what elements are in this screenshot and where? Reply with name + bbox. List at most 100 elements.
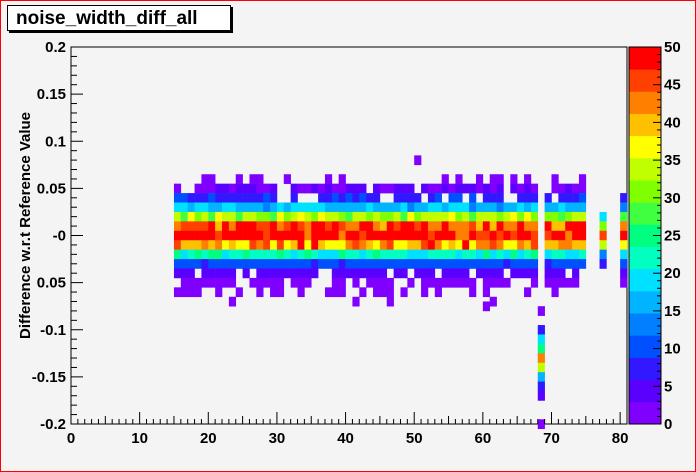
heatmap-cell [572,259,580,269]
x-tick-label: 20 [200,430,217,447]
heatmap-cell [393,211,401,222]
heatmap-cell [194,259,202,269]
heatmap-cell [530,211,539,222]
heatmap-cell [187,287,195,298]
heatmap-cell [393,230,401,241]
heatmap-cell [414,249,422,260]
heatmap-cell [201,268,209,279]
heatmap-cell [263,268,271,279]
heatmap-cell [215,277,223,288]
heatmap-cell [558,268,566,279]
heatmap-cell [276,277,285,288]
heatmap-cell [421,183,429,194]
heatmap-cell [537,343,545,354]
colorbar-swatch [629,113,661,137]
heatmap-cell [620,240,628,250]
heatmap-cell [544,249,552,260]
heatmap-cell [441,174,449,184]
heatmap-cell [359,268,367,279]
heatmap-cell [386,249,394,260]
heatmap-cell [318,249,326,260]
heatmap-cell [482,301,491,312]
heatmap-cell [318,230,326,241]
heatmap-cell [324,240,333,250]
heatmap-cell [551,183,559,194]
heatmap-cell [194,202,202,213]
heatmap-cell [524,193,532,203]
heatmap-cell [558,211,566,222]
heatmap-cell [180,287,188,298]
heatmap-cell [489,230,497,241]
heatmap-cell [475,211,484,222]
heatmap-cell [407,221,415,232]
heatmap-cell [455,259,463,269]
heatmap-cell [578,193,587,203]
heatmap-cell [400,193,408,203]
heatmap-cell [256,268,264,279]
chart-title: noise_width_diff_all [7,5,231,31]
y-axis-title: Difference w.r.t Reference Value [17,112,34,339]
heatmap-cell [215,259,223,269]
heatmap-cell [345,249,353,260]
heatmap-cell [393,183,401,194]
heatmap-cell [228,240,237,250]
colorbar-tick-label: 15 [664,303,681,320]
heatmap-cell [338,287,346,298]
heatmap-cell [469,230,477,241]
heatmap-cell [359,211,367,222]
colorbar-swatch [629,246,661,270]
heatmap-cell [324,183,333,194]
heatmap-cell [235,202,243,213]
heatmap-cell [400,202,408,213]
heatmap-cell [455,183,463,194]
heatmap-cell [373,230,381,241]
heatmap-cell [345,193,353,203]
heatmap-cell [421,211,429,222]
heatmap-cell [421,230,429,241]
heatmap-cell [276,221,285,232]
heatmap-cell [620,268,628,279]
heatmap-cell [201,230,209,241]
heatmap-cell [297,249,305,260]
heatmap-cell [578,221,587,232]
heatmap-cell [578,259,587,269]
heatmap-cell [304,240,312,250]
heatmap-cell [482,221,491,232]
heatmap-cell [324,287,333,298]
y-tick-label: 0.2 [45,39,66,56]
heatmap-cell [379,259,388,269]
heatmap-cell [386,277,394,288]
heatmap-cell [201,221,209,232]
colorbar-swatch [629,224,661,247]
heatmap-cell [620,221,628,232]
heatmap-cell [427,249,436,260]
heatmap-cell [173,193,182,203]
heatmap-cell [222,240,230,250]
heatmap-cell [407,202,415,213]
colorbar-swatch [629,135,661,159]
heatmap-cell [297,240,305,250]
heatmap-cell [530,249,539,260]
heatmap-cell [297,211,305,222]
heatmap-cell [565,221,573,232]
heatmap-cell [517,183,525,194]
heatmap-cell [270,230,278,241]
heatmap-cell [201,259,209,269]
heatmap-cell [324,259,333,269]
heatmap-cell [201,240,209,250]
heatmap-cell [290,202,298,213]
heatmap-cell [304,211,312,222]
heatmap-cell [475,202,484,213]
heatmap-cell [235,211,243,222]
heatmap-cell [517,221,525,232]
heatmap-cell [496,193,504,203]
colorbar-tick-label: 5 [664,378,672,395]
heatmap-cell [393,249,401,260]
heatmap-cell [318,221,326,232]
heatmap-cell [318,202,326,213]
heatmap-cell [352,259,360,269]
heatmap-cell [441,230,449,241]
heatmap-cell [180,211,188,222]
heatmap-cell [537,362,545,373]
